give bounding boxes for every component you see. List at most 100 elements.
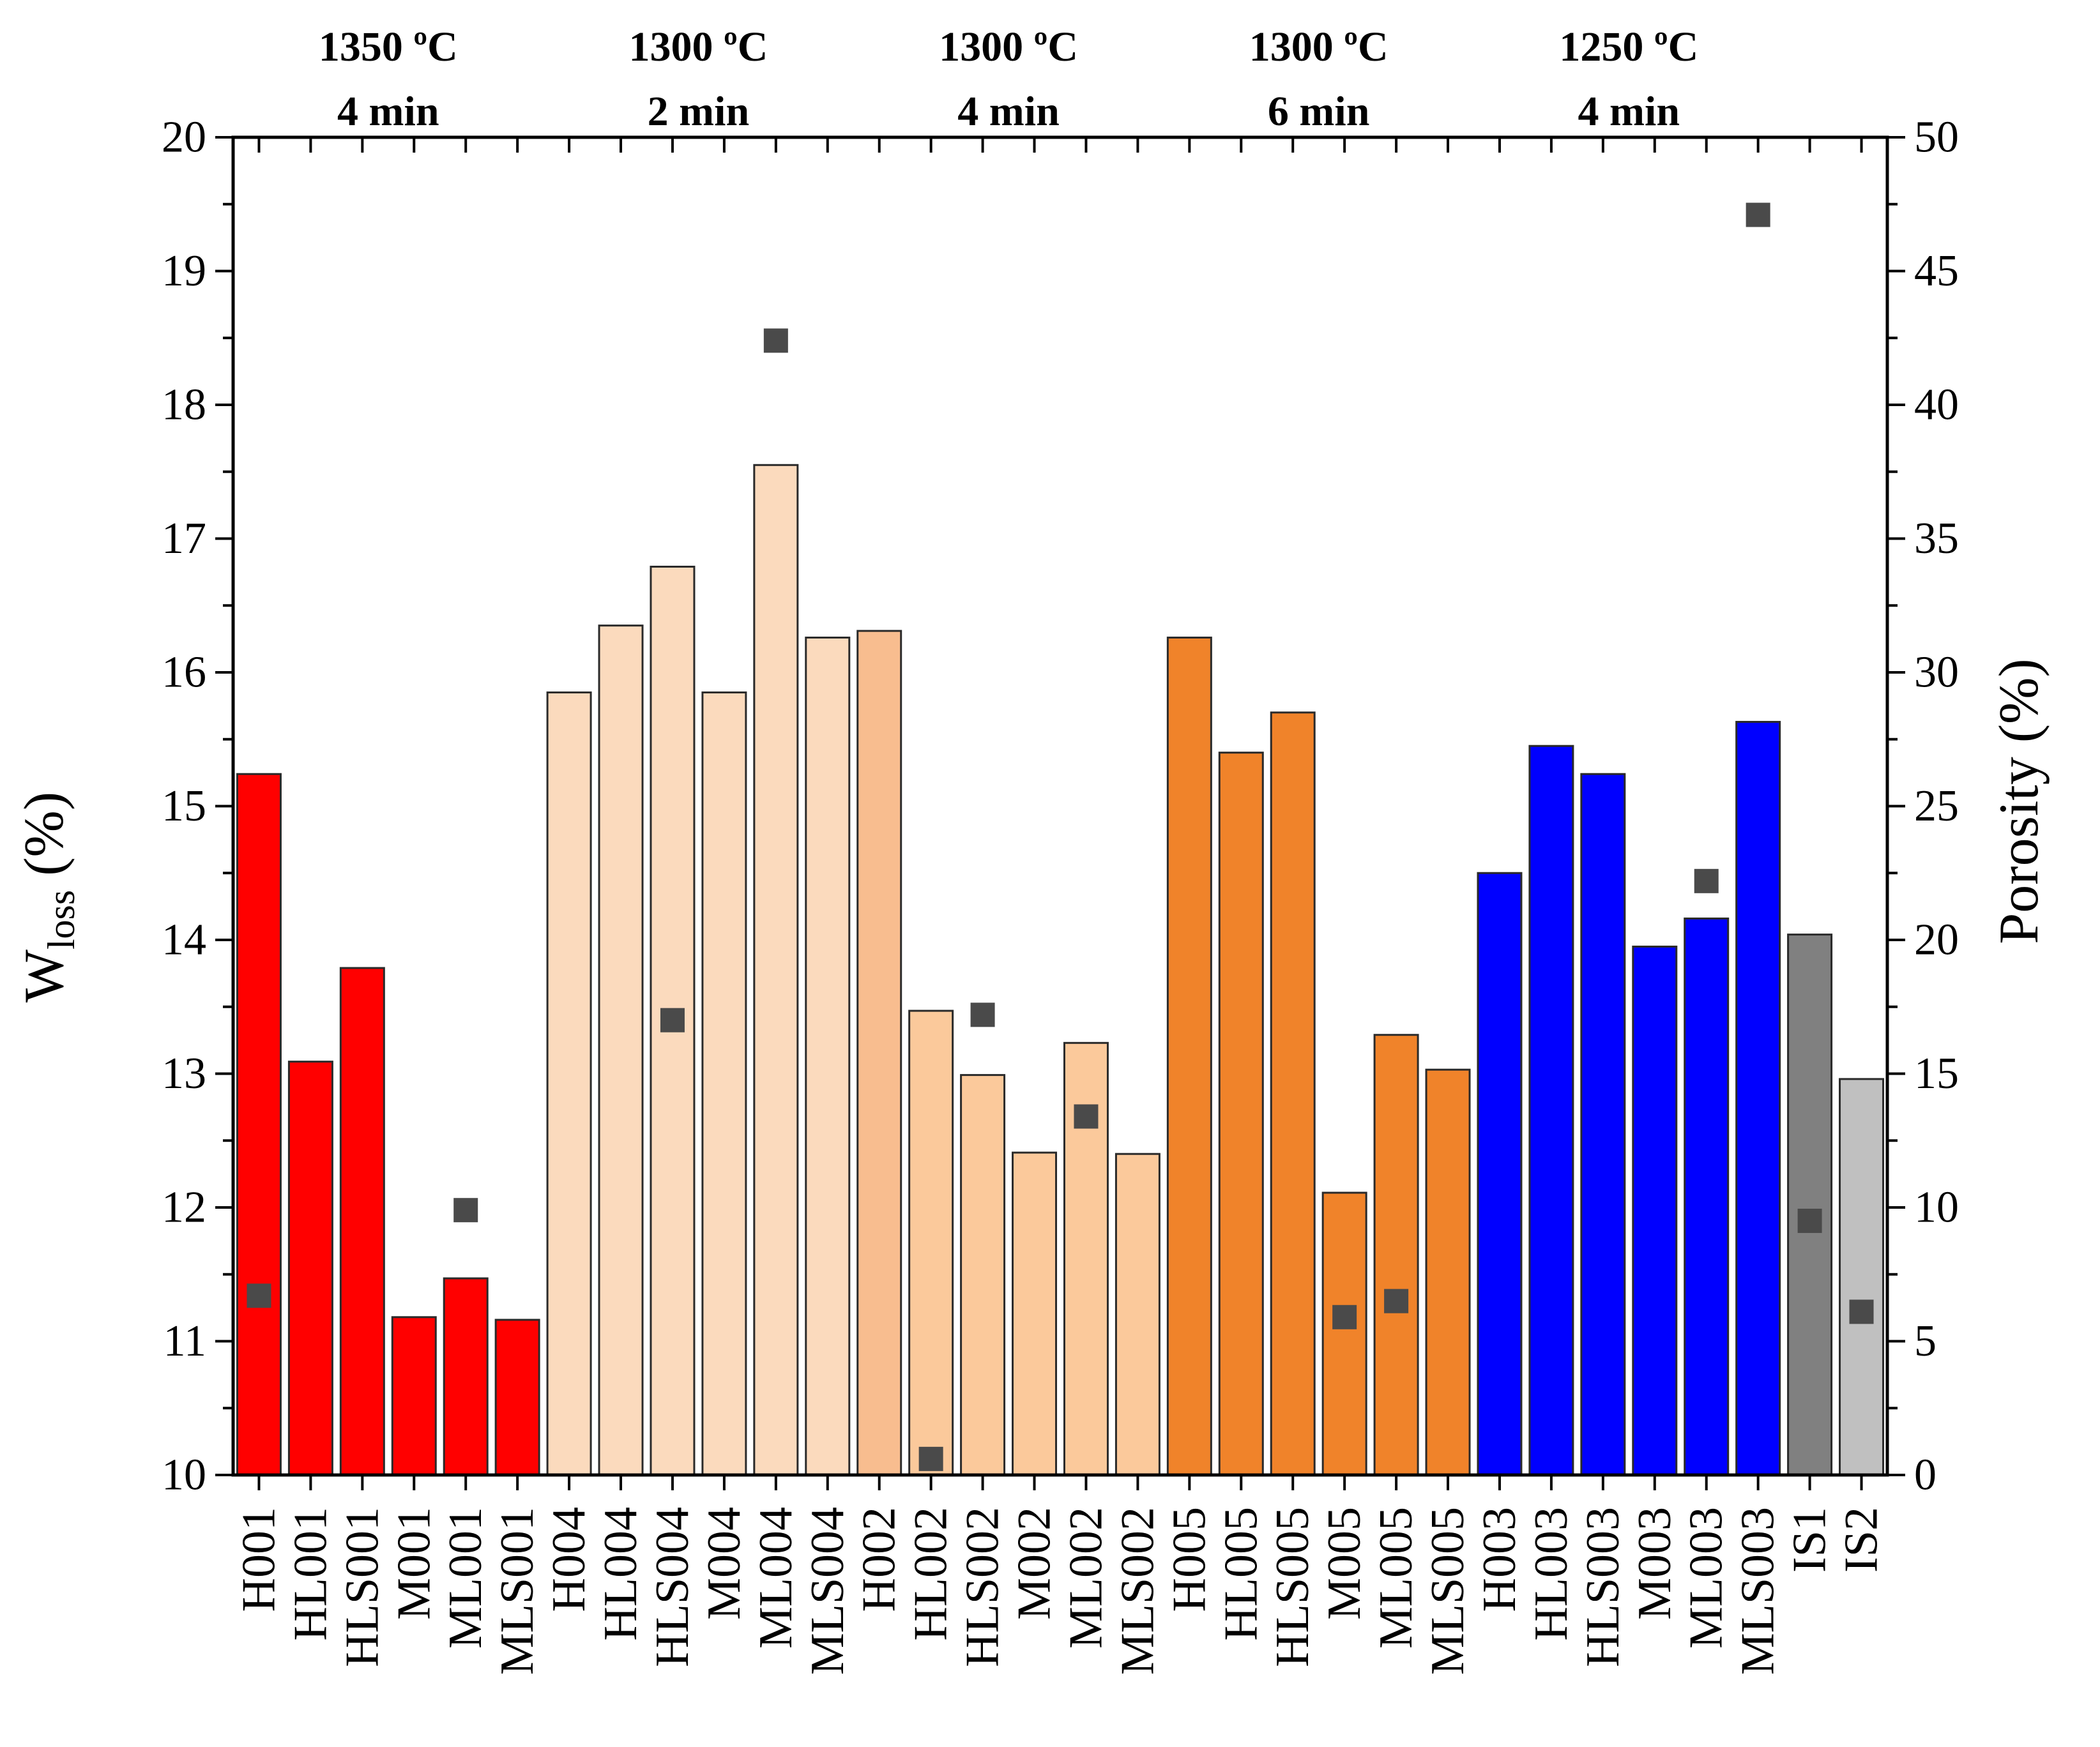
bar-is1 bbox=[1787, 934, 1833, 1476]
porosity-marker-is2 bbox=[1849, 1299, 1874, 1324]
bar-mls002 bbox=[1115, 1153, 1160, 1476]
group-temperature-label: 1350 ºC bbox=[319, 24, 458, 70]
right-tick-label: 0 bbox=[1914, 1451, 1936, 1500]
bar-ml004 bbox=[753, 464, 799, 1476]
x-tick-label: H003 bbox=[1473, 1507, 1526, 1612]
bar-m005 bbox=[1321, 1191, 1367, 1476]
left-tick-label: 15 bbox=[162, 782, 206, 831]
x-tick-label: HL005 bbox=[1215, 1507, 1267, 1641]
left-tick-label: 11 bbox=[164, 1317, 206, 1366]
porosity-marker-ml005 bbox=[1384, 1289, 1409, 1313]
bar-hl005 bbox=[1218, 752, 1264, 1476]
right-tick-label: 30 bbox=[1914, 648, 1959, 697]
x-tick-label: HLS001 bbox=[336, 1507, 388, 1667]
x-tick-label: H004 bbox=[543, 1507, 595, 1612]
x-tick-label: M001 bbox=[388, 1507, 440, 1620]
left-axis-title: Wloss (%) bbox=[13, 792, 82, 1002]
right-tick-label: 45 bbox=[1914, 246, 1959, 296]
group-time-label: 2 min bbox=[648, 88, 750, 135]
right-tick-label: 25 bbox=[1914, 782, 1959, 831]
x-tick-label: HL001 bbox=[284, 1507, 337, 1641]
left-tick-label: 16 bbox=[162, 648, 206, 697]
right-axis-title: Porosity (%) bbox=[1988, 658, 2050, 944]
x-tick-label: ML001 bbox=[439, 1507, 492, 1649]
x-tick-label: M005 bbox=[1318, 1507, 1371, 1620]
left-tick-label: 13 bbox=[162, 1049, 206, 1098]
bar-hls005 bbox=[1270, 711, 1316, 1476]
x-tick-label: HL004 bbox=[595, 1507, 647, 1641]
porosity-marker-m005 bbox=[1332, 1305, 1357, 1329]
x-tick-label: ML002 bbox=[1060, 1507, 1112, 1649]
right-tick-label: 20 bbox=[1914, 916, 1959, 965]
porosity-markers-layer bbox=[247, 202, 1874, 1471]
left-tick-label: 18 bbox=[162, 381, 206, 430]
bar-hl003 bbox=[1528, 745, 1574, 1476]
bar-m001 bbox=[391, 1316, 437, 1476]
bar-m003 bbox=[1632, 945, 1678, 1476]
porosity-marker-ml001 bbox=[453, 1198, 478, 1223]
x-tick-label: HLS003 bbox=[1577, 1507, 1629, 1667]
right-tick-label: 50 bbox=[1914, 113, 1959, 162]
bar-mls003 bbox=[1735, 721, 1781, 1476]
bar-ml005 bbox=[1373, 1034, 1419, 1476]
porosity-marker-mls003 bbox=[1746, 202, 1770, 227]
bar-hls003 bbox=[1580, 773, 1626, 1476]
x-tick-label: M004 bbox=[698, 1507, 750, 1620]
bar-is2 bbox=[1839, 1078, 1885, 1476]
bar-h002 bbox=[856, 630, 902, 1476]
x-tick-label: H005 bbox=[1163, 1507, 1215, 1612]
group-time-label: 4 min bbox=[337, 88, 439, 135]
x-tick-label: HLS002 bbox=[957, 1507, 1009, 1667]
bar-h004 bbox=[546, 691, 592, 1476]
group-temperature-label: 1300 ºC bbox=[1249, 24, 1389, 70]
bars-layer bbox=[236, 464, 1885, 1476]
x-tick-label: M002 bbox=[1008, 1507, 1061, 1620]
bar-h005 bbox=[1166, 637, 1212, 1476]
x-tick-label: MLS001 bbox=[491, 1507, 544, 1675]
x-tick-label: MLS005 bbox=[1422, 1507, 1474, 1675]
bar-hl002 bbox=[908, 1010, 954, 1476]
x-tick-label: MLS004 bbox=[802, 1507, 854, 1675]
porosity-marker-hls002 bbox=[970, 1002, 995, 1027]
ticks-layer bbox=[215, 136, 1905, 1490]
porosity-marker-ml004 bbox=[763, 328, 788, 353]
left-tick-label: 19 bbox=[162, 246, 206, 296]
group-temperature-label: 1300 ºC bbox=[939, 24, 1078, 70]
group-time-label: 4 min bbox=[1578, 88, 1680, 135]
group-temperature-label: 1250 ºC bbox=[1559, 24, 1698, 70]
x-tick-label: ML004 bbox=[750, 1507, 802, 1649]
left-tick-label: 20 bbox=[162, 113, 206, 162]
x-tick-label: IS2 bbox=[1836, 1507, 1888, 1573]
porosity-marker-hls004 bbox=[660, 1008, 685, 1032]
bar-mls001 bbox=[494, 1319, 540, 1476]
bar-mls005 bbox=[1425, 1068, 1471, 1476]
bar-ml003 bbox=[1684, 917, 1730, 1476]
right-tick-label: 15 bbox=[1914, 1049, 1959, 1098]
left-tick-label: 14 bbox=[162, 916, 206, 965]
group-time-label: 6 min bbox=[1268, 88, 1370, 135]
group-temperature-label: 1300 ºC bbox=[628, 24, 768, 70]
group-time-label: 4 min bbox=[957, 88, 1060, 135]
bar-hl004 bbox=[598, 624, 644, 1476]
porosity-marker-ml003 bbox=[1694, 868, 1719, 893]
x-tick-label: HL003 bbox=[1525, 1507, 1578, 1641]
bar-mls004 bbox=[805, 637, 851, 1476]
bar-hls001 bbox=[339, 967, 385, 1476]
porosity-marker-h001 bbox=[247, 1283, 271, 1308]
bar-ml001 bbox=[443, 1277, 489, 1476]
x-tick-label: IS1 bbox=[1784, 1507, 1836, 1573]
x-tick-label: HLS004 bbox=[646, 1507, 699, 1667]
bar-h003 bbox=[1477, 872, 1523, 1476]
x-tick-label: H002 bbox=[853, 1507, 906, 1612]
x-tick-label: HLS005 bbox=[1267, 1507, 1319, 1667]
porosity-marker-hl002 bbox=[918, 1446, 943, 1471]
right-tick-label: 35 bbox=[1914, 514, 1959, 563]
bar-h001 bbox=[236, 773, 282, 1476]
x-tick-label: MLS002 bbox=[1111, 1507, 1164, 1675]
x-tick-label: H001 bbox=[232, 1507, 285, 1612]
left-tick-label: 10 bbox=[162, 1451, 206, 1500]
porosity-marker-ml002 bbox=[1074, 1104, 1099, 1129]
x-tick-label: M003 bbox=[1629, 1507, 1681, 1620]
right-tick-label: 10 bbox=[1914, 1183, 1959, 1232]
